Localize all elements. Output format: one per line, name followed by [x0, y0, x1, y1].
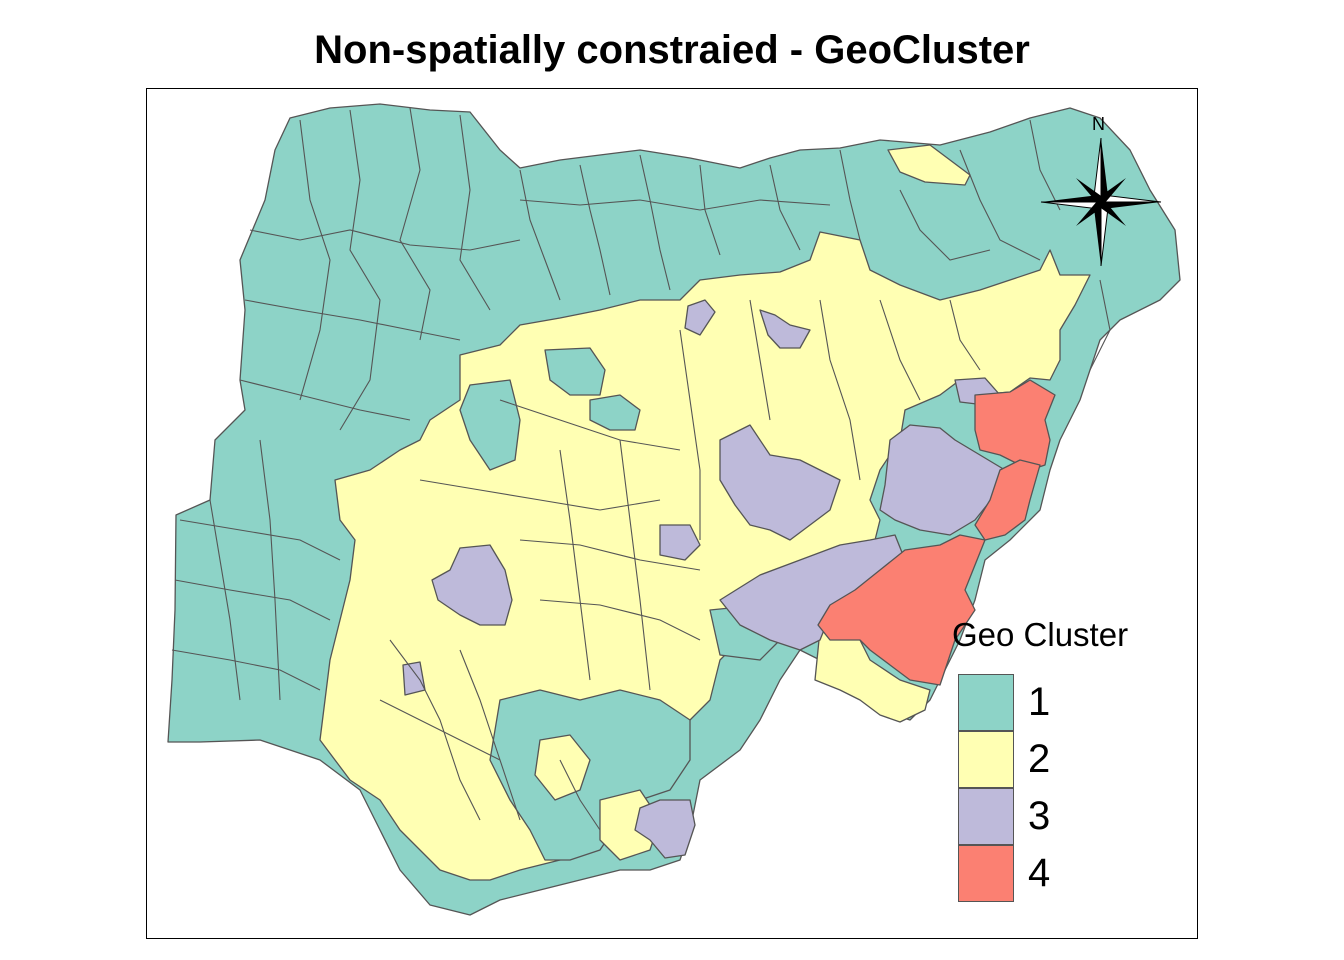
- cluster-3-central: [719, 424, 841, 541]
- legend-item-3: 3: [958, 788, 1078, 845]
- cluster-1-pocket-a: [544, 347, 606, 396]
- cluster-1-pocket-b: [589, 394, 641, 431]
- cluster-4-south: [817, 534, 986, 686]
- legend-item-2: 2: [958, 731, 1078, 788]
- lga-boundaries: [171, 107, 1111, 831]
- legend-item-4: 4: [958, 845, 1078, 902]
- north-label: N: [1092, 114, 1105, 134]
- legend-label: 3: [1028, 794, 1051, 838]
- cluster-3-mid-a: [659, 524, 701, 561]
- legend-item-1: 1: [958, 674, 1078, 731]
- map-panel-frame: [146, 88, 1198, 939]
- map-title: Non-spatially constraied - GeoCluster: [314, 28, 1030, 72]
- legend-label: 4: [1028, 851, 1051, 895]
- legend-swatch: [958, 845, 1014, 902]
- cluster-3-north-a: [684, 299, 716, 336]
- cluster-2-northeast-patch: [887, 144, 971, 186]
- legend-swatch: [958, 788, 1014, 845]
- legend-label: 1: [1028, 680, 1051, 724]
- legend-swatch: [958, 731, 1014, 788]
- cluster-3-southeast: [634, 799, 696, 859]
- legend-swatch: [958, 674, 1014, 731]
- cluster-3-west: [431, 544, 513, 626]
- cluster-3-north-b: [759, 309, 811, 349]
- cluster-4-north: [974, 379, 1056, 471]
- cluster-4-middle: [974, 459, 1041, 541]
- cluster-2-southeast: [814, 629, 931, 723]
- north-arrow-compass-icon: [1040, 137, 1162, 267]
- legend-label: 2: [1028, 737, 1051, 781]
- legend-title: Geo Cluster: [952, 616, 1129, 653]
- cluster-1-pocket-c: [459, 379, 521, 471]
- cluster-2-south-inset: [534, 734, 591, 801]
